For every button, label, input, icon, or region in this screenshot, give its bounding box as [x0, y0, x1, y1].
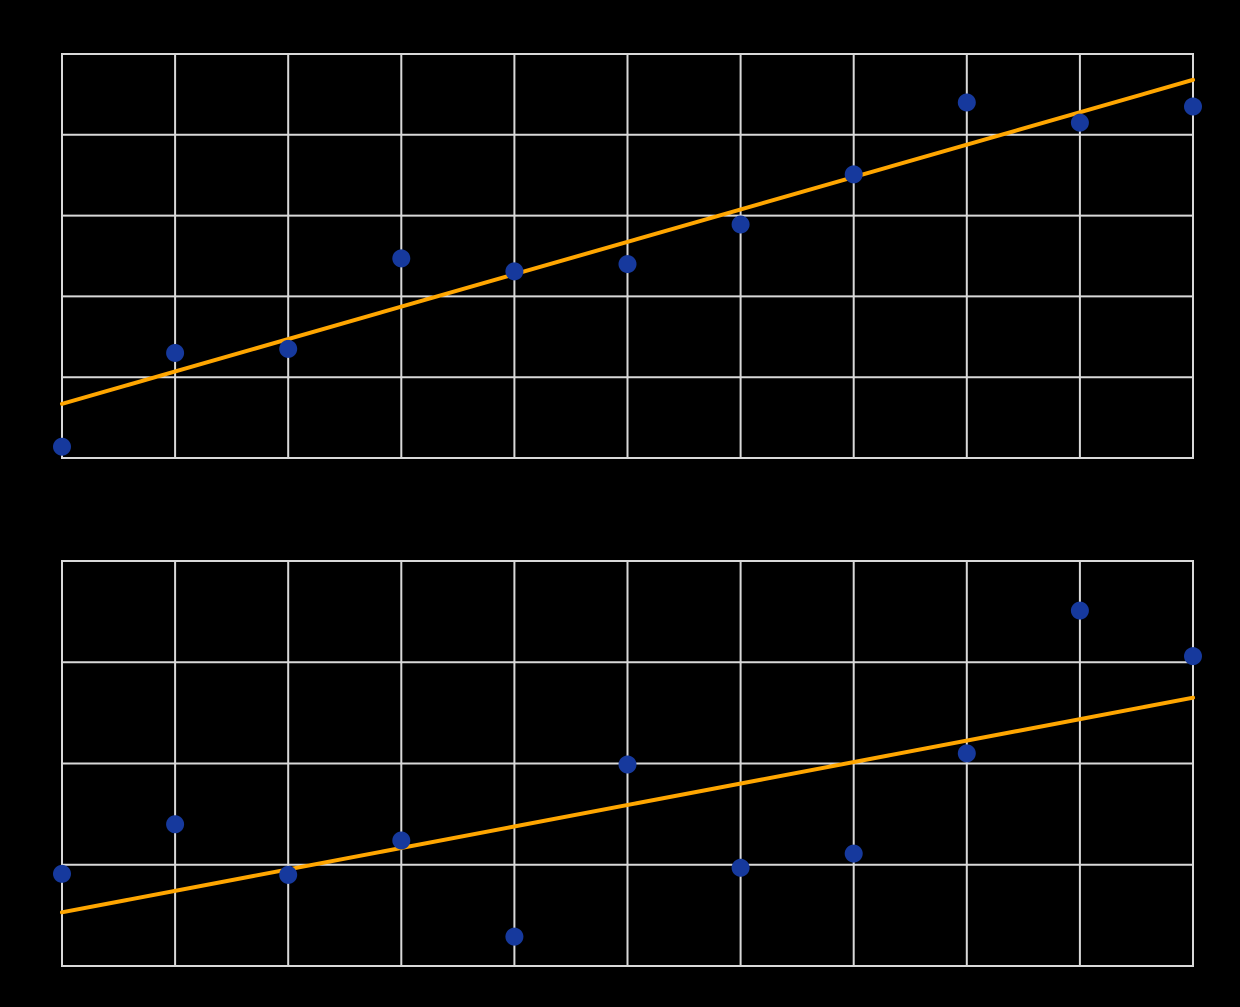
plot-border [61, 53, 1194, 459]
data-point [1070, 113, 1089, 132]
data-point [279, 339, 298, 358]
data-point [844, 165, 863, 184]
data-point [53, 864, 71, 883]
data-point [505, 262, 524, 281]
data-point [957, 744, 976, 763]
data-point [844, 844, 863, 863]
data-point [392, 249, 411, 268]
data-point [505, 927, 524, 946]
data-point [53, 437, 71, 456]
data-point [1184, 647, 1202, 666]
plot-border [61, 560, 1194, 967]
data-point [618, 255, 637, 274]
chart-svg [53, 560, 1202, 967]
data-point [166, 815, 185, 834]
chart-svg [53, 53, 1202, 459]
trend-line [60, 77, 1195, 406]
trend-line [60, 695, 1195, 915]
scatter-plot-top [53, 53, 1202, 459]
data-point [731, 215, 750, 234]
data-point [1184, 97, 1202, 116]
data-point [1070, 601, 1089, 620]
data-point [166, 343, 185, 362]
data-point [618, 755, 637, 774]
data-point [392, 831, 411, 850]
data-point [731, 858, 750, 877]
data-point [279, 865, 298, 884]
data-point [957, 93, 976, 112]
scatter-plot-bottom [53, 560, 1202, 967]
